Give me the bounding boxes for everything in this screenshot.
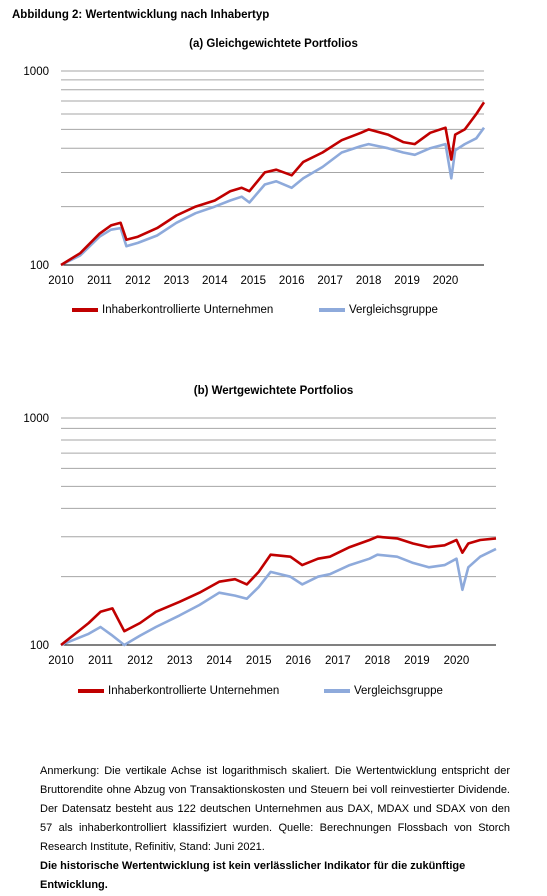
chart-b-x-tick-label: 2017 (325, 655, 351, 667)
chart-a-series-line-vergleich (60, 126, 486, 267)
footnote-text: Anmerkung: Die vertikale Achse ist logar… (40, 765, 510, 853)
chart-b-x-tick-label: 2014 (206, 655, 232, 667)
legend-item-inhaber: Inhaberkontrollierte Unternehmen (72, 304, 273, 316)
chart-a-x-tick-label: 2014 (202, 275, 228, 287)
chart-a-x-tick-label: 2010 (48, 275, 74, 287)
chart-b-x-tick-label: 2020 (444, 655, 470, 667)
legend-swatch-inhaber (72, 308, 98, 312)
chart-b-y-tick-label: 100 (30, 640, 49, 652)
chart-b-series-line-vergleich (60, 547, 497, 647)
chart-a-y-tick-label: 1000 (23, 66, 49, 78)
legend-item-vergleich-b: Vergleichsgruppe (324, 685, 443, 697)
chart-a-series-line-inhaber (60, 101, 486, 267)
chart-a-x-tick-label: 2012 (125, 275, 151, 287)
chart-a-x-tick-label: 2020 (433, 275, 459, 287)
chart-b-x-tick-label: 2011 (88, 655, 113, 667)
legend-item-vergleich: Vergleichsgruppe (319, 304, 438, 316)
legend-label-vergleich-b: Vergleichsgruppe (354, 685, 443, 697)
chart-b-series-line-inhaber (60, 535, 497, 647)
figure-title: Abbildung 2: Wertentwicklung nach Inhabe… (12, 9, 270, 21)
chart-a-x-tick-label: 2017 (317, 275, 343, 287)
chart-a-y-tick-label: 100 (30, 260, 49, 272)
chart-a-x-tick-label: 2019 (394, 275, 420, 287)
chart-b-x-tick-label: 2015 (246, 655, 272, 667)
legend-swatch-inhaber-b (78, 689, 104, 693)
chart-a-x-tick-label: 2011 (87, 275, 112, 287)
chart-a-x-tick-label: 2013 (164, 275, 190, 287)
legend-item-inhaber-b: Inhaberkontrollierte Unternehmen (78, 685, 279, 697)
chart-b-x-tick-label: 2010 (48, 655, 74, 667)
chart-a-title: (a) Gleichgewichtete Portfolios (189, 38, 358, 50)
chart-b-x-tick-label: 2018 (365, 655, 391, 667)
legend-swatch-vergleich (319, 308, 345, 312)
legend-label-inhaber-b: Inhaberkontrollierte Unternehmen (108, 685, 280, 697)
chart-b-x-tick-label: 2019 (404, 655, 430, 667)
disclaimer-text: Die historische Wertentwicklung ist kein… (40, 860, 466, 891)
chart-a-x-tick-label: 2018 (356, 275, 382, 287)
legend-label-inhaber: Inhaberkontrollierte Unternehmen (102, 304, 274, 316)
chart-a-plot: 100 1000 2010 2011 2012 2013 2014 2015 2016 2017 2… (23, 66, 486, 287)
chart-b-y-tick-label: 1000 (23, 413, 49, 425)
chart-b-x-tick-label: 2012 (127, 655, 153, 667)
chart-a-x-tick-label: 2016 (279, 275, 305, 287)
chart-b-x-tick-label: 2016 (285, 655, 311, 667)
chart-b-plot: 100 1000 2010 2011 2012 2013 2014 2015 2016 2017 2… (23, 413, 497, 667)
chart-b-title: (b) Wertgewichtete Portfolios (193, 385, 354, 397)
chart-a-x-tick-label: 2015 (240, 275, 266, 287)
footnote: Anmerkung: Die vertikale Achse ist logar… (40, 762, 510, 895)
chart-b-x-tick-label: 2013 (167, 655, 193, 667)
legend-swatch-vergleich-b (324, 689, 350, 693)
legend-label-vergleich: Vergleichsgruppe (349, 304, 438, 316)
